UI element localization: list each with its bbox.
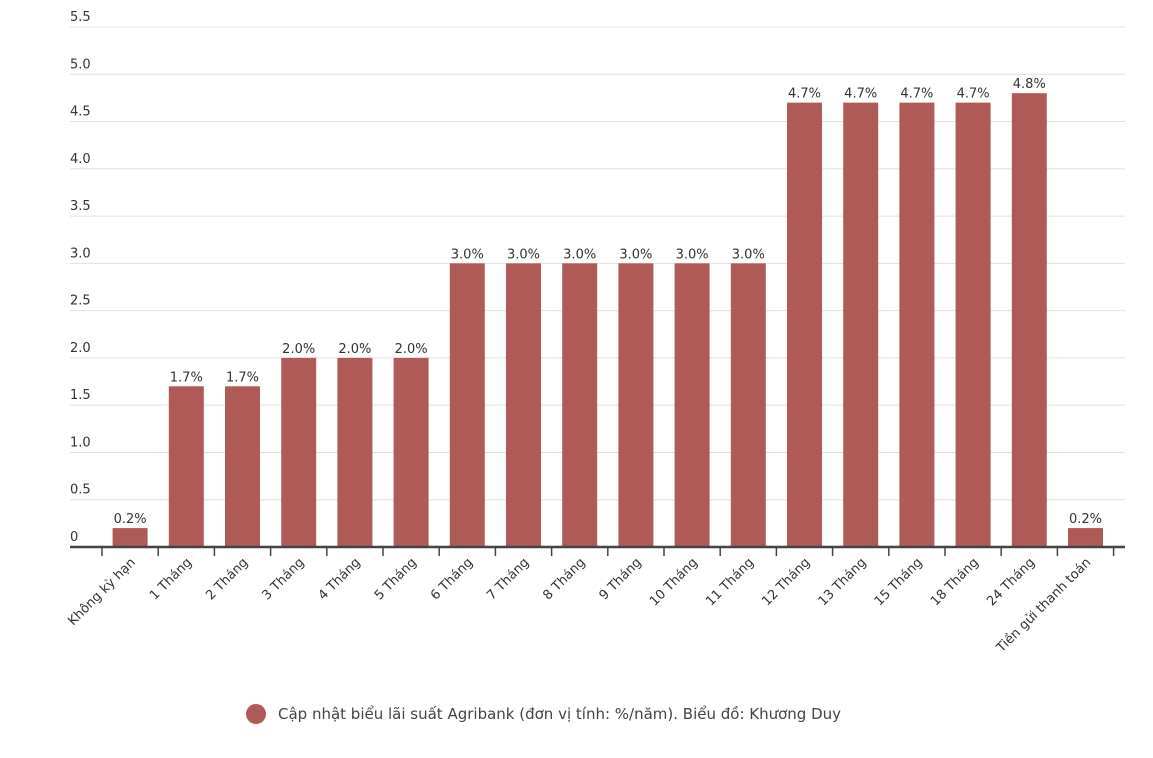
bar	[281, 357, 317, 547]
bar	[618, 263, 654, 547]
x-tick-label: 12 Tháng	[759, 555, 813, 609]
bar	[337, 357, 373, 547]
y-tick-label: 2.5	[70, 294, 91, 309]
bar	[1068, 528, 1103, 547]
bar	[393, 357, 429, 547]
data-label: 4.7%	[900, 87, 933, 102]
x-tick-label: 1 Tháng	[147, 555, 195, 603]
y-tick-label: 5.5	[70, 10, 91, 25]
data-label: 4.7%	[844, 87, 877, 102]
y-tick-label: 5.0	[70, 57, 91, 72]
x-tick-label: 13 Tháng	[816, 555, 870, 609]
data-label: 2.0%	[395, 342, 428, 357]
data-label: 2.0%	[338, 342, 371, 357]
y-tick-label: 0.5	[70, 483, 91, 498]
data-label: 4.7%	[788, 87, 821, 102]
y-tick-label: 3.5	[70, 199, 91, 214]
x-tick-label: 8 Tháng	[540, 555, 588, 603]
x-tick-label: 3 Tháng	[259, 555, 307, 603]
y-tick-label: 3.0	[70, 246, 91, 261]
bar	[843, 102, 879, 548]
bar	[168, 386, 204, 547]
y-tick-label: 2.0	[70, 341, 91, 356]
bar	[730, 263, 766, 547]
x-tick-label: Tiền gửi thanh toán	[993, 555, 1094, 656]
x-tick-label: 2 Tháng	[203, 555, 251, 603]
y-tick-label: 1.5	[70, 388, 91, 403]
bar	[955, 102, 991, 548]
data-label: 1.7%	[226, 370, 259, 385]
x-tick-label: Không kỳ hạn	[65, 555, 139, 629]
legend-swatch	[246, 704, 266, 724]
legend-label: Cập nhật biểu lãi suất Agribank (đơn vị …	[278, 705, 842, 723]
data-label: 3.0%	[619, 247, 652, 262]
y-tick-label: 4.5	[70, 105, 91, 120]
x-tick-label: 7 Tháng	[484, 555, 532, 603]
x-tick-label: 5 Tháng	[372, 555, 420, 603]
bar	[449, 263, 485, 547]
data-label: 2.0%	[282, 342, 315, 357]
bar	[112, 528, 148, 547]
x-tick-label: 10 Tháng	[647, 555, 701, 609]
data-label: 0.2%	[114, 512, 147, 527]
legend: Cập nhật biểu lãi suất Agribank (đơn vị …	[246, 704, 841, 724]
x-tick-label: 6 Tháng	[428, 555, 476, 603]
data-label: 3.0%	[507, 247, 540, 262]
data-label: 3.0%	[676, 247, 709, 262]
bar	[225, 386, 260, 547]
y-tick-label: 0	[70, 530, 78, 545]
bar	[674, 263, 710, 547]
bar	[899, 102, 935, 548]
bar	[506, 263, 541, 547]
x-tick-label: 18 Tháng	[928, 555, 982, 609]
bar	[1011, 93, 1047, 547]
x-tick-label: 24 Tháng	[984, 555, 1038, 609]
bar	[787, 102, 822, 548]
data-label: 3.0%	[563, 247, 596, 262]
bar	[562, 263, 598, 547]
data-label: 4.7%	[957, 87, 990, 102]
bar-chart: 0 0.5 1.0 1.5 2.0 2.5 3.0 3.5 4.0 4.5 5.0 5.5 0.2% Kh…	[65, 10, 1125, 656]
x-tick-label: 11 Tháng	[703, 555, 757, 609]
x-tick-label: 9 Tháng	[597, 555, 645, 603]
x-tick-label: 4 Tháng	[316, 555, 364, 603]
x-tick-label: 15 Tháng	[872, 555, 926, 609]
data-label: 3.0%	[451, 247, 484, 262]
y-tick-label: 4.0	[70, 152, 91, 167]
data-label: 4.8%	[1013, 77, 1046, 92]
data-label: 0.2%	[1069, 512, 1102, 527]
data-label: 1.7%	[170, 370, 203, 385]
data-label: 3.0%	[732, 247, 765, 262]
y-tick-label: 1.0	[70, 435, 91, 450]
